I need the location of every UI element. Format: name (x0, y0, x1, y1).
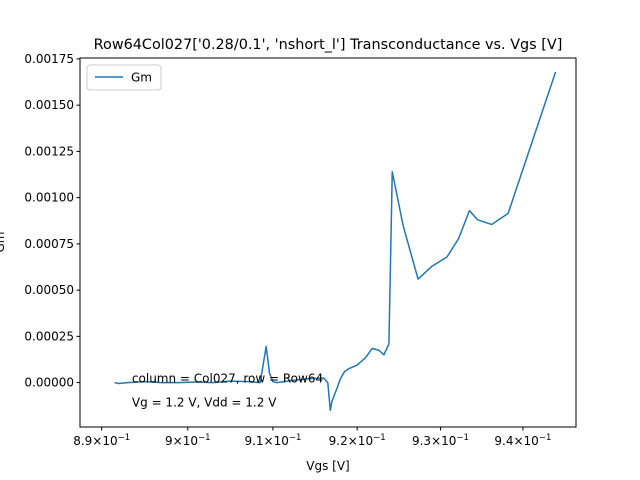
annotation-text: column = Col027, row = Row64 (132, 372, 323, 386)
legend-label-gm: Gm (131, 71, 152, 85)
y-tick-label: 0.00000 (24, 376, 74, 390)
x-tick-label: 9.3×10−1 (412, 433, 469, 448)
x-tick-label: 9.2×10−1 (329, 433, 386, 448)
legend: Gm (86, 64, 162, 91)
y-tick-label: 0.00150 (24, 98, 74, 112)
x-axis: 8.9×10−1 9×10−1 9.1×10−1 9.2×10−1 9.3×10−1 9.… (73, 427, 551, 448)
plot-area (79, 57, 577, 428)
x-tick-label: 9.1×10−1 (244, 433, 301, 448)
x-tick-label: 9×10−1 (165, 433, 211, 448)
y-tick-label: 0.00075 (24, 237, 74, 251)
y-tick-label: 0.00025 (24, 329, 74, 343)
annotation-text: Vg = 1.2 V, Vdd = 1.2 V (132, 395, 277, 409)
y-axis-label: Gm (0, 232, 7, 253)
x-axis-label: Vgs [V] (306, 459, 349, 473)
y-tick-label: 0.00100 (24, 191, 74, 205)
y-axis: 0.00000 0.00025 0.00050 0.00075 0.00100 0.001… (24, 52, 80, 390)
y-tick-label: 0.00050 (24, 283, 74, 297)
y-tick-label: 0.00175 (24, 52, 74, 66)
y-tick-label: 0.00125 (24, 144, 74, 158)
chart-title: Row64Col027['0.28/0.1', 'nshort_l'] Tran… (94, 37, 563, 53)
series-line-gm (114, 71, 557, 412)
plot-layer (114, 71, 557, 412)
x-tick-label: 9.4×10−1 (494, 433, 551, 448)
x-tick-label: 8.9×10−1 (73, 433, 130, 448)
annotations: column = Col027, row = Row64 Vg = 1.2 V, … (132, 372, 323, 410)
legend-frame (86, 64, 162, 91)
